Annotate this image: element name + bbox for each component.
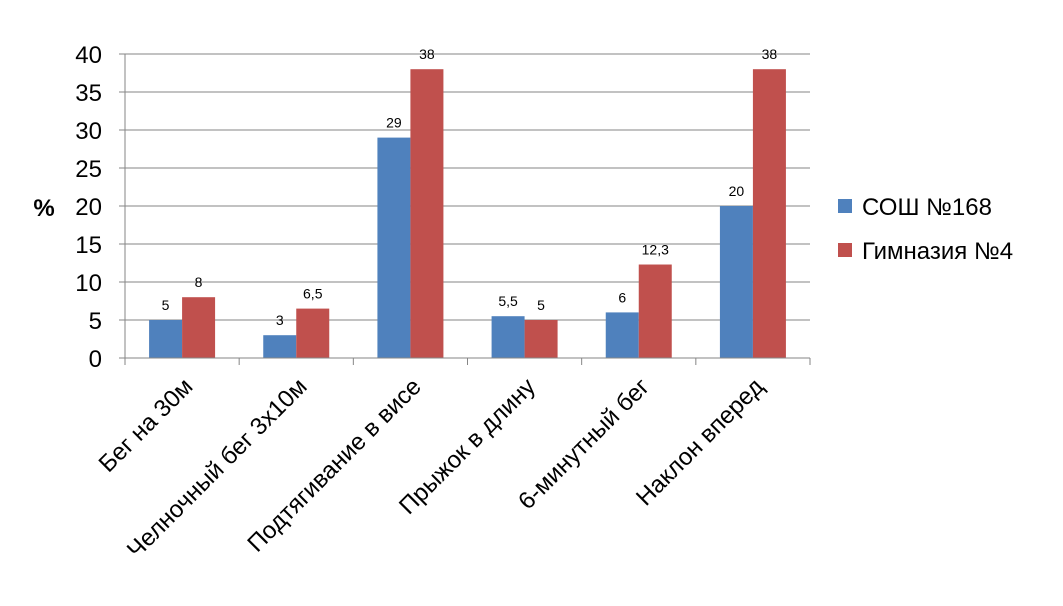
y-tick-label: 20 xyxy=(75,194,102,221)
bar xyxy=(296,308,330,358)
bar xyxy=(524,320,558,358)
gridlines xyxy=(125,53,810,321)
bars xyxy=(149,69,786,358)
bar xyxy=(377,137,411,358)
y-tick-label: 5 xyxy=(89,308,102,335)
legend: СОШ №168 Гимназия №4 xyxy=(838,194,1013,265)
legend-swatch xyxy=(838,199,852,213)
bar xyxy=(149,320,183,358)
data-label: 8 xyxy=(195,274,203,290)
data-label: 38 xyxy=(419,46,435,62)
data-label: 38 xyxy=(762,46,778,62)
data-label: 5 xyxy=(537,297,545,313)
axes xyxy=(119,53,811,365)
data-labels: 5 8 3 6,5 29 38 5,5 5 6 12,3 20 38 xyxy=(162,46,778,328)
y-tick-label: 30 xyxy=(75,118,102,145)
y-tick-label: 25 xyxy=(75,156,102,183)
category-label: Бег на 30м xyxy=(94,373,199,478)
y-tick-label: 0 xyxy=(89,346,102,373)
y-tick-labels: 0 5 10 15 20 25 30 35 40 xyxy=(75,42,102,373)
data-label: 5 xyxy=(162,297,170,313)
data-label: 29 xyxy=(386,115,402,131)
legend-label: СОШ №168 xyxy=(862,194,992,221)
legend-swatch xyxy=(838,243,852,257)
y-tick-label: 40 xyxy=(75,42,102,69)
y-tick-label: 10 xyxy=(75,270,102,297)
bar xyxy=(410,69,444,358)
bar xyxy=(719,206,753,358)
bar xyxy=(605,312,639,358)
y-axis-title: % xyxy=(33,195,54,222)
data-label: 6,5 xyxy=(303,286,323,302)
data-label: 20 xyxy=(729,183,745,199)
data-label: 12,3 xyxy=(642,242,669,258)
data-label: 3 xyxy=(276,312,284,328)
bar xyxy=(263,335,297,358)
data-label: 6 xyxy=(618,289,626,305)
bar xyxy=(182,297,216,358)
y-tick-label: 15 xyxy=(75,232,102,259)
bar xyxy=(752,69,786,358)
legend-label: Гимназия №4 xyxy=(862,238,1013,265)
y-tick-label: 35 xyxy=(75,80,102,107)
data-label: 5,5 xyxy=(498,293,518,309)
bar xyxy=(491,316,525,358)
bar xyxy=(638,264,672,358)
